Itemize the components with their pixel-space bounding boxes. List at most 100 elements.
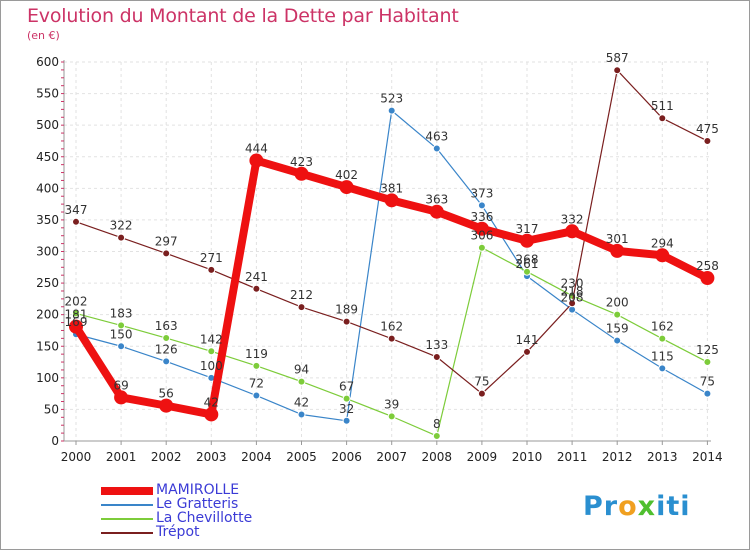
- data-label: 363: [425, 193, 448, 207]
- data-point: [477, 389, 486, 398]
- data-point: [700, 271, 715, 286]
- data-label: 402: [335, 168, 358, 182]
- data-point: [252, 391, 261, 400]
- data-label: 200: [606, 296, 629, 310]
- legend-swatch: [101, 504, 153, 506]
- data-point: [339, 180, 354, 195]
- y-tick-label: 400: [36, 181, 59, 195]
- data-point: [520, 233, 534, 248]
- data-label: 67: [339, 380, 354, 394]
- data-point: [117, 321, 126, 330]
- data-label: 69: [113, 378, 128, 392]
- unit-label: (en €): [27, 29, 60, 42]
- data-label: 189: [335, 303, 358, 317]
- y-tick-label: 100: [36, 371, 59, 385]
- data-point: [207, 347, 216, 356]
- data-point: [568, 299, 577, 308]
- data-point: [703, 358, 712, 367]
- data-label: 261: [516, 257, 539, 271]
- legend-swatch: [101, 487, 153, 495]
- data-point: [387, 106, 396, 115]
- data-label: 126: [155, 342, 178, 356]
- data-point: [387, 334, 396, 343]
- data-point: [117, 342, 126, 351]
- data-label: 381: [380, 181, 403, 195]
- data-label: 142: [200, 332, 223, 346]
- chart-title: Evolution du Montant de la Dette par Hab…: [27, 5, 459, 27]
- y-tick-label: 600: [36, 55, 59, 69]
- data-label: 133: [425, 338, 448, 352]
- data-label: 301: [606, 232, 629, 246]
- y-tick-label: 500: [36, 118, 59, 132]
- data-label: 181: [65, 308, 88, 322]
- data-point: [429, 204, 444, 219]
- data-label: 322: [110, 219, 133, 233]
- x-tick-label: 2002: [151, 450, 182, 464]
- data-point: [565, 224, 580, 239]
- data-label: 75: [700, 375, 715, 389]
- data-point: [204, 407, 219, 422]
- data-point: [342, 394, 351, 403]
- data-label: 218: [561, 284, 584, 298]
- data-label: 475: [696, 122, 719, 136]
- x-tick-label: 2000: [61, 450, 92, 464]
- data-label: 336: [470, 210, 493, 224]
- data-label: 42: [294, 395, 309, 409]
- data-label: 523: [380, 92, 403, 106]
- data-point: [613, 310, 622, 319]
- data-label: 463: [425, 130, 448, 144]
- data-point: [69, 319, 83, 334]
- data-label: 294: [651, 236, 674, 250]
- data-point: [342, 416, 351, 425]
- data-point: [658, 114, 667, 123]
- data-point: [159, 398, 174, 413]
- legend-label: MAMIROLLE: [156, 482, 240, 498]
- data-label: 8: [433, 417, 441, 431]
- x-tick-label: 2004: [241, 450, 272, 464]
- data-label: 162: [380, 320, 403, 334]
- data-label: 163: [155, 319, 178, 333]
- data-point: [658, 334, 667, 343]
- data-label: 119: [245, 347, 268, 361]
- data-point: [72, 309, 80, 318]
- data-point: [297, 410, 306, 419]
- data-point: [207, 265, 216, 274]
- y-tick-label: 450: [36, 150, 59, 164]
- data-label: 317: [516, 222, 539, 236]
- data-label: 39: [384, 397, 399, 411]
- data-label: 141: [516, 333, 539, 347]
- data-label: 258: [696, 259, 719, 273]
- x-tick-label: 2006: [331, 450, 362, 464]
- data-point: [432, 431, 441, 440]
- data-label: 373: [470, 186, 493, 200]
- x-tick-label: 2005: [286, 450, 317, 464]
- data-label: 230: [561, 277, 584, 291]
- y-tick-label: 300: [36, 245, 59, 259]
- data-label: 159: [606, 322, 629, 336]
- data-label: 511: [651, 99, 674, 113]
- data-label: 332: [561, 212, 584, 226]
- data-point: [162, 334, 171, 343]
- y-tick-label: 200: [36, 308, 59, 322]
- legend-label: Le Gratteris: [156, 496, 239, 512]
- legend-swatch: [101, 518, 153, 520]
- data-point: [252, 361, 261, 370]
- data-point: [297, 377, 306, 386]
- x-tick-label: 2003: [196, 450, 227, 464]
- x-tick-label: 2009: [467, 450, 498, 464]
- data-point: [297, 303, 306, 312]
- data-label: 72: [249, 377, 264, 391]
- legend-label: Trépot: [156, 524, 200, 540]
- data-label: 208: [561, 291, 584, 305]
- data-label: 125: [696, 343, 719, 357]
- data-point: [252, 284, 261, 293]
- data-label: 169: [65, 315, 88, 329]
- data-point: [613, 336, 622, 345]
- data-point: [387, 412, 396, 421]
- data-label: 212: [290, 288, 313, 302]
- y-tick-label: 350: [36, 213, 59, 227]
- y-tick-label: 50: [44, 402, 59, 416]
- data-label: 75: [474, 375, 489, 389]
